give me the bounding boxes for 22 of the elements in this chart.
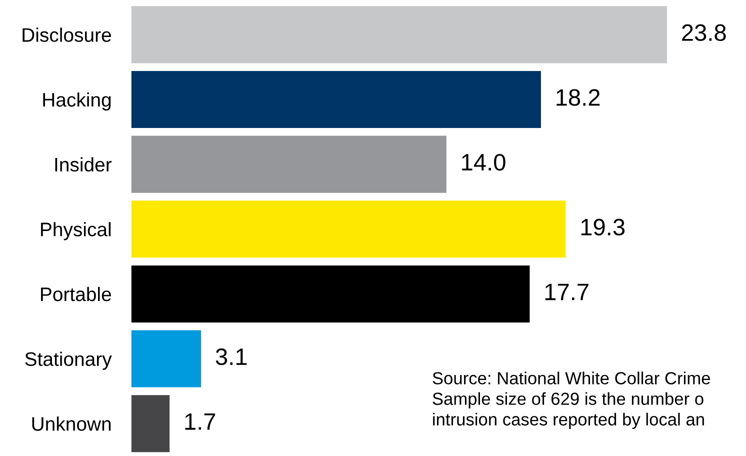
annotation: Source: National White Collar Crime Sample size of 629 is the number o intrusion cases reported by local an [432,372,710,429]
y-tick-label: Physical [41,222,111,240]
data-label: 18.2 [556,89,600,106]
data-label: 3.1 [216,348,247,366]
bar [131,6,667,64]
data-label: 19.3 [581,218,625,236]
y-tick-label: Insider [55,157,112,172]
y-tick-label: Hacking [43,92,111,111]
data-label: 1.7 [185,413,216,430]
y-tick-label: Stationary [25,352,112,370]
data-label: 23.8 [682,24,726,42]
bar [131,265,530,322]
bar [131,200,566,258]
bar [131,330,202,388]
y-tick-label: Unknown [32,416,111,431]
bar [131,70,541,128]
y-tick-label: Disclosure [22,28,111,42]
data-label: 17.7 [545,284,588,300]
y-tick-label: Portable [41,286,111,302]
bar [131,395,170,452]
bar [131,136,446,193]
data-label: 14.0 [462,154,506,171]
